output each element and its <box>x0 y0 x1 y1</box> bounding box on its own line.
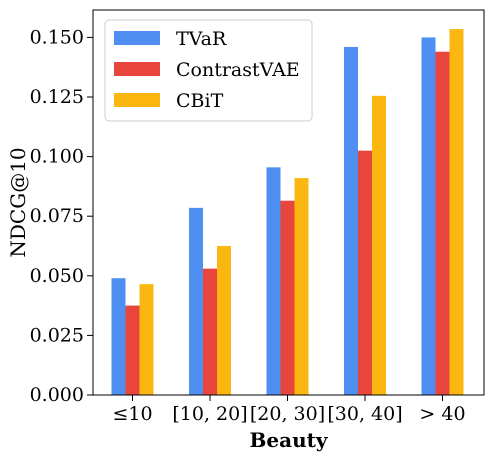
legend-swatch-contrastvae <box>114 62 160 76</box>
legend-label-tvar: TVaR <box>176 28 227 50</box>
x-tick-label: [30, 40] <box>327 403 402 425</box>
legend-swatch-tvar <box>114 31 160 45</box>
y-tick-label: 0.025 <box>30 324 84 346</box>
plot-frame <box>92 9 485 396</box>
bar-tvar-0 <box>111 278 126 395</box>
y-axis-label: NDCG@10 <box>6 147 30 257</box>
y-tick-label: 0.125 <box>30 86 84 108</box>
bar-cbit-0 <box>139 284 154 395</box>
bar-contrastvae-3 <box>358 150 372 395</box>
legend-label-cbit: CBiT <box>176 90 224 112</box>
y-tick-label: 0.050 <box>30 265 84 287</box>
y-tick-label: 0.000 <box>30 384 84 406</box>
legend: TVaR ContrastVAE CBiT <box>104 19 313 122</box>
x-tick-label: [10, 20] <box>172 403 247 425</box>
x-tick-label: > 40 <box>419 403 465 425</box>
bar-contrastvae-0 <box>125 305 140 395</box>
bar-cbit-3 <box>372 95 386 395</box>
y-tick-label: 0.100 <box>30 146 84 168</box>
y-tick-label: 0.075 <box>30 205 84 227</box>
x-tick-label: ≤10 <box>112 403 152 425</box>
legend-label-contrastvae: ContrastVAE <box>176 59 300 81</box>
bar-cbit-2 <box>294 178 309 395</box>
x-axis-ticks: ≤10 [10, 20] [20, 30] [30, 40] > 40 <box>112 395 466 425</box>
bar-contrastvae-1 <box>203 268 217 395</box>
bar-cbit-1 <box>217 246 231 395</box>
bar-tvar-3 <box>344 46 358 395</box>
bar-cbit-4 <box>449 29 464 396</box>
bars-layer <box>111 29 464 396</box>
x-tick-label: [20, 30] <box>250 403 325 425</box>
y-tick-label: 0.150 <box>30 26 84 48</box>
x-axis-label: Beauty <box>250 428 329 452</box>
legend-swatch-cbit <box>114 93 160 107</box>
bar-tvar-2 <box>266 167 281 395</box>
bar-tvar-4 <box>421 37 436 396</box>
bar-contrastvae-2 <box>280 200 295 395</box>
bar-contrastvae-4 <box>435 51 450 396</box>
y-axis-ticks: 0.000 0.025 0.050 0.075 0.100 0.125 0.150 <box>30 26 93 406</box>
bar-tvar-1 <box>189 207 203 395</box>
